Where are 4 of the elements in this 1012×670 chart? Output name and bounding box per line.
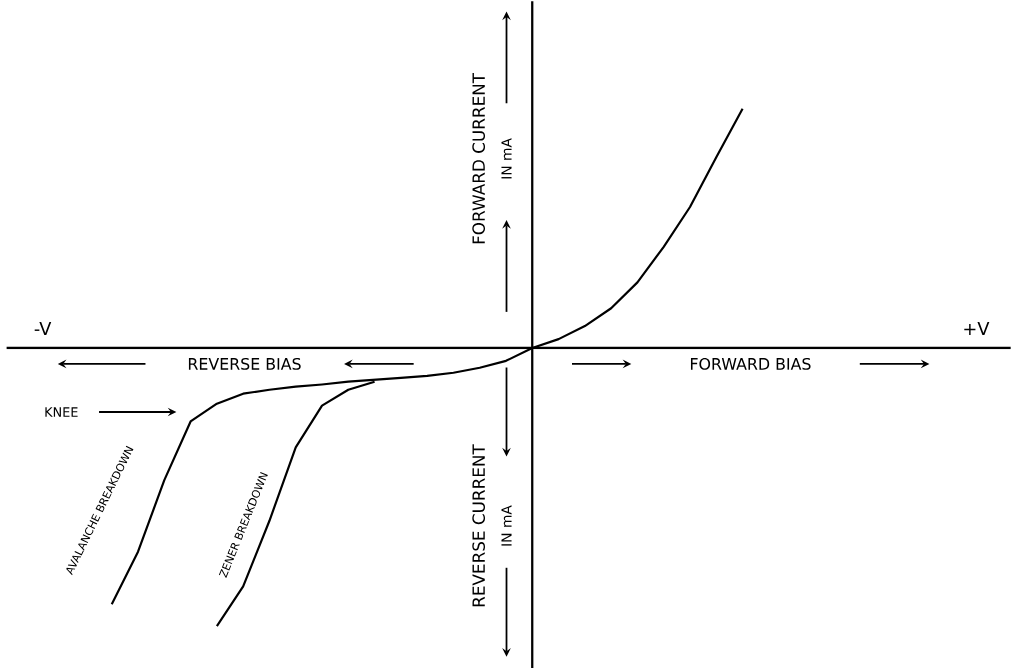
annotation: +V <box>964 322 990 336</box>
annotation: REVERSE CURRENT <box>472 444 486 607</box>
annotation: -V <box>34 322 52 336</box>
annotation: FORWARD CURRENT <box>472 73 486 244</box>
